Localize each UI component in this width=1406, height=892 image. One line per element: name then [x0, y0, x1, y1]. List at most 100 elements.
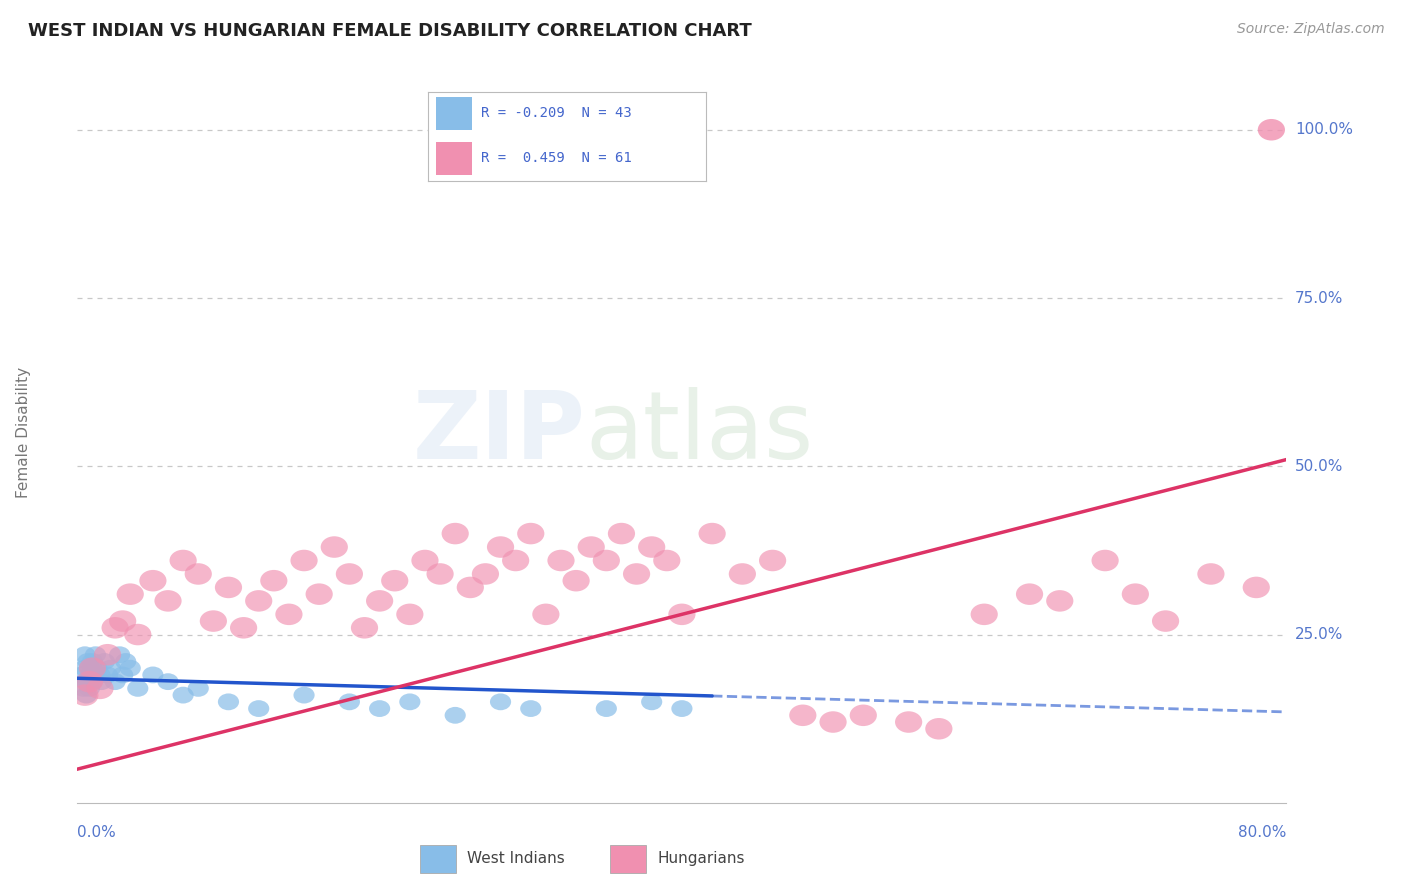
- Ellipse shape: [699, 523, 725, 544]
- Ellipse shape: [231, 617, 257, 639]
- Ellipse shape: [596, 700, 617, 717]
- Ellipse shape: [562, 570, 589, 591]
- Ellipse shape: [1243, 576, 1270, 599]
- Ellipse shape: [486, 536, 515, 558]
- Ellipse shape: [654, 549, 681, 571]
- Ellipse shape: [86, 660, 107, 677]
- Ellipse shape: [101, 617, 129, 639]
- Bar: [436, 142, 472, 175]
- Ellipse shape: [671, 700, 693, 717]
- Ellipse shape: [83, 666, 104, 683]
- Ellipse shape: [75, 660, 96, 677]
- Ellipse shape: [117, 583, 143, 605]
- Ellipse shape: [127, 680, 149, 697]
- Ellipse shape: [547, 549, 575, 571]
- Ellipse shape: [79, 680, 100, 697]
- Ellipse shape: [789, 705, 817, 726]
- Ellipse shape: [1198, 563, 1225, 585]
- Bar: [610, 845, 647, 873]
- Text: 100.0%: 100.0%: [1295, 122, 1353, 137]
- Ellipse shape: [339, 693, 360, 710]
- Ellipse shape: [305, 583, 333, 605]
- Ellipse shape: [84, 647, 105, 663]
- Text: R =  0.459  N = 61: R = 0.459 N = 61: [481, 151, 631, 165]
- Ellipse shape: [86, 678, 114, 699]
- Ellipse shape: [381, 570, 408, 591]
- Ellipse shape: [593, 549, 620, 571]
- Text: Source: ZipAtlas.com: Source: ZipAtlas.com: [1237, 22, 1385, 37]
- Ellipse shape: [412, 549, 439, 571]
- Ellipse shape: [489, 693, 512, 710]
- Text: Hungarians: Hungarians: [657, 851, 745, 866]
- Ellipse shape: [925, 718, 952, 739]
- Ellipse shape: [77, 673, 98, 690]
- Ellipse shape: [76, 671, 103, 692]
- Ellipse shape: [73, 680, 94, 697]
- Ellipse shape: [441, 523, 468, 544]
- Ellipse shape: [1091, 549, 1119, 571]
- Ellipse shape: [759, 549, 786, 571]
- Ellipse shape: [641, 693, 662, 710]
- Ellipse shape: [970, 604, 998, 625]
- Ellipse shape: [75, 647, 96, 663]
- Ellipse shape: [100, 660, 121, 677]
- Ellipse shape: [336, 563, 363, 585]
- Ellipse shape: [120, 660, 141, 677]
- Text: atlas: atlas: [585, 386, 814, 479]
- Ellipse shape: [97, 666, 118, 683]
- Ellipse shape: [77, 653, 98, 670]
- Ellipse shape: [849, 705, 877, 726]
- Ellipse shape: [352, 617, 378, 639]
- Ellipse shape: [245, 591, 273, 612]
- Ellipse shape: [115, 653, 136, 670]
- Text: West Indians: West Indians: [467, 851, 565, 866]
- Ellipse shape: [104, 673, 125, 690]
- Ellipse shape: [294, 687, 315, 704]
- Ellipse shape: [533, 604, 560, 625]
- Ellipse shape: [215, 576, 242, 599]
- Ellipse shape: [896, 711, 922, 733]
- Ellipse shape: [110, 647, 131, 663]
- Ellipse shape: [79, 660, 100, 677]
- Ellipse shape: [276, 604, 302, 625]
- Ellipse shape: [1152, 610, 1180, 632]
- Ellipse shape: [520, 700, 541, 717]
- Ellipse shape: [517, 523, 544, 544]
- Ellipse shape: [124, 624, 152, 645]
- Ellipse shape: [110, 610, 136, 632]
- Ellipse shape: [139, 570, 166, 591]
- Ellipse shape: [94, 653, 115, 670]
- Ellipse shape: [623, 563, 650, 585]
- Ellipse shape: [79, 657, 105, 679]
- Ellipse shape: [426, 563, 454, 585]
- Ellipse shape: [157, 673, 179, 690]
- Ellipse shape: [200, 610, 226, 632]
- Ellipse shape: [82, 653, 103, 670]
- Ellipse shape: [72, 684, 98, 706]
- Ellipse shape: [1258, 119, 1285, 141]
- Ellipse shape: [368, 700, 391, 717]
- Text: R = -0.209  N = 43: R = -0.209 N = 43: [481, 106, 631, 120]
- Ellipse shape: [72, 666, 93, 683]
- Ellipse shape: [444, 706, 465, 723]
- Ellipse shape: [76, 673, 97, 690]
- Ellipse shape: [291, 549, 318, 571]
- Ellipse shape: [1122, 583, 1149, 605]
- Ellipse shape: [76, 687, 97, 704]
- Ellipse shape: [155, 591, 181, 612]
- Bar: [419, 845, 456, 873]
- Ellipse shape: [399, 693, 420, 710]
- Ellipse shape: [218, 693, 239, 710]
- Ellipse shape: [638, 536, 665, 558]
- Bar: [436, 97, 472, 130]
- Ellipse shape: [321, 536, 347, 558]
- Ellipse shape: [184, 563, 212, 585]
- Ellipse shape: [396, 604, 423, 625]
- Text: 25.0%: 25.0%: [1295, 627, 1343, 642]
- Text: ZIP: ZIP: [412, 386, 585, 479]
- Ellipse shape: [366, 591, 394, 612]
- Ellipse shape: [82, 673, 103, 690]
- Ellipse shape: [260, 570, 287, 591]
- Ellipse shape: [820, 711, 846, 733]
- Ellipse shape: [247, 700, 270, 717]
